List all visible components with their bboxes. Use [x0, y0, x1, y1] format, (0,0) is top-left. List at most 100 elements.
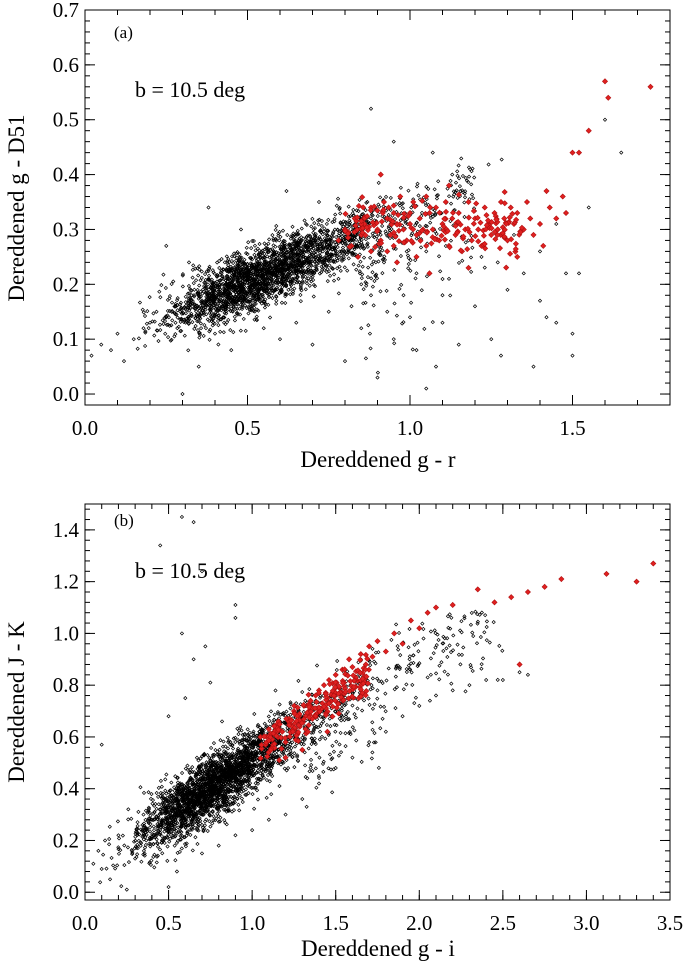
data-point-field-star: [240, 286, 246, 291]
data-point-field-star: [294, 271, 299, 277]
data-point-selected-star: [464, 246, 471, 253]
data-point-field-star: [335, 244, 340, 250]
data-point-field-star: [211, 270, 216, 275]
data-point-field-star: [294, 320, 299, 325]
data-point-field-star: [456, 163, 461, 168]
data-point-field-star: [288, 712, 293, 717]
data-point-field-star: [178, 300, 183, 305]
data-point-field-star: [311, 701, 316, 706]
data-point-field-star: [274, 223, 279, 229]
data-point-selected-star: [546, 204, 553, 211]
data-point-field-star: [350, 237, 356, 242]
data-point-field-star: [253, 266, 258, 271]
data-point-field-star: [479, 254, 484, 259]
data-point-field-star: [220, 304, 225, 309]
data-point-field-star: [368, 346, 373, 351]
data-point-field-star: [320, 239, 325, 244]
data-point-field-star: [178, 319, 183, 325]
data-point-field-star: [210, 317, 215, 322]
data-point-field-star: [301, 261, 306, 266]
data-point-field-star: [248, 299, 253, 304]
data-point-field-star: [189, 311, 194, 316]
data-point-field-star: [235, 298, 240, 303]
data-point-selected-star: [354, 253, 362, 260]
data-point-field-star: [333, 251, 338, 256]
data-point-field-star: [216, 305, 221, 310]
data-point-selected-star: [494, 231, 501, 239]
data-point-field-star: [290, 289, 296, 294]
data-point-field-star: [238, 299, 244, 304]
data-point-field-star: [210, 821, 215, 826]
data-point-field-star: [271, 243, 276, 248]
data-point-field-star: [285, 728, 290, 734]
data-point-selected-star: [509, 210, 516, 217]
data-point-field-star: [482, 265, 487, 270]
data-point-field-star: [157, 807, 163, 812]
data-point-field-star: [286, 765, 291, 771]
data-point-field-star: [349, 304, 354, 309]
data-point-field-star: [338, 730, 343, 736]
data-point-field-star: [359, 276, 364, 281]
data-point-field-star: [359, 326, 364, 331]
data-point-field-star: [231, 304, 236, 309]
data-point-selected-star: [569, 149, 576, 156]
data-point-field-star: [326, 309, 331, 314]
data-point-field-star: [209, 277, 214, 282]
data-point-field-star: [294, 240, 299, 245]
data-point-field-star: [221, 315, 226, 320]
data-point-field-star: [166, 714, 171, 719]
data-point-field-star: [311, 727, 316, 732]
data-point-field-star: [300, 796, 305, 802]
data-point-field-star: [267, 262, 272, 267]
data-point-field-star: [274, 250, 279, 255]
data-point-field-star: [137, 300, 143, 305]
data-point-field-star: [228, 802, 233, 807]
data-point-field-star: [257, 269, 263, 274]
data-point-selected-star: [390, 202, 397, 209]
data-point-field-star: [262, 241, 267, 246]
data-point-field-star: [203, 764, 209, 769]
data-point-field-star: [279, 256, 284, 261]
data-point-field-star: [316, 781, 322, 786]
data-point-field-star: [397, 665, 402, 670]
data-point-field-star: [158, 327, 163, 333]
data-point-field-star: [312, 221, 317, 226]
data-point-selected-star: [470, 207, 477, 214]
data-point-field-star: [256, 275, 261, 280]
data-point-field-star: [364, 283, 369, 288]
data-point-field-star: [311, 227, 316, 232]
panel-a-x-tick-labels: 0.0 0.5 1.0 1.5: [72, 416, 586, 440]
data-point-field-star: [300, 689, 305, 695]
data-point-field-star: [253, 248, 258, 253]
data-point-field-star: [282, 239, 287, 244]
data-point-field-star: [255, 797, 261, 802]
data-point-field-star: [331, 749, 337, 754]
data-point-field-star: [142, 853, 147, 858]
data-point-field-star: [224, 304, 229, 310]
data-point-field-star: [317, 755, 322, 760]
data-point-field-star: [224, 320, 230, 325]
data-point-field-star: [199, 269, 204, 274]
data-point-field-star: [282, 273, 287, 278]
data-point-field-star: [185, 829, 190, 834]
data-point-field-star: [277, 783, 282, 789]
data-point-field-star: [191, 795, 196, 801]
data-point-field-star: [341, 249, 347, 254]
data-point-field-star: [279, 247, 284, 252]
data-point-field-star: [146, 809, 151, 814]
data-point-field-star: [216, 289, 221, 294]
data-point-field-star: [378, 289, 383, 294]
data-point-field-star: [483, 613, 488, 618]
data-point-field-star: [163, 331, 168, 336]
data-point-field-star: [307, 233, 312, 238]
data-point-field-star: [406, 248, 411, 253]
data-point-field-star: [288, 268, 293, 274]
data-point-field-star: [469, 169, 474, 174]
data-point-field-star: [179, 514, 185, 520]
data-point-field-star: [238, 328, 243, 333]
data-point-field-star: [292, 751, 297, 756]
data-point-field-star: [364, 242, 370, 247]
data-point-field-star: [448, 201, 454, 206]
data-point-field-star: [303, 239, 308, 244]
data-point-field-star: [277, 266, 282, 271]
